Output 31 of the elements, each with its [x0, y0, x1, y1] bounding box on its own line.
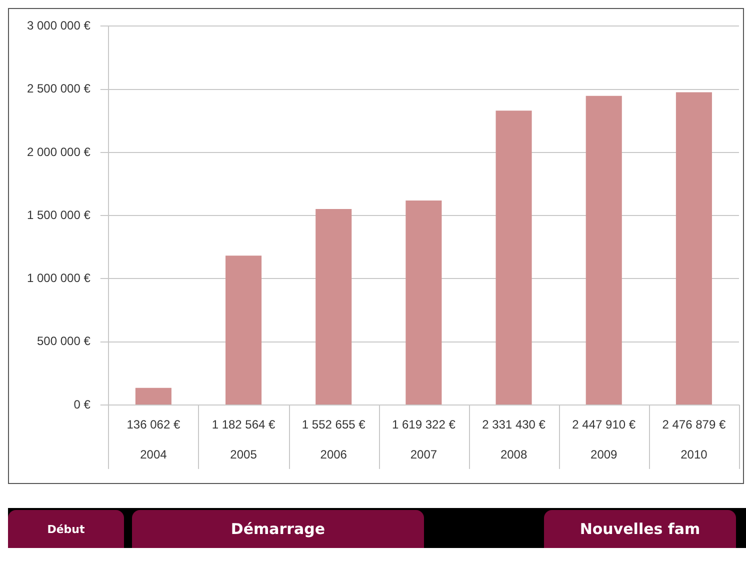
- y-tick-label: 3 000 000 €: [26, 18, 91, 33]
- x-tick-label: 2008: [500, 447, 528, 462]
- x-tick-label: 2004: [140, 447, 168, 462]
- x-tick-label: 2005: [230, 447, 258, 462]
- bar: [586, 96, 622, 404]
- data-label: 1 552 655 €: [302, 417, 366, 432]
- bar: [676, 92, 712, 404]
- text: Démarrage: [132, 510, 424, 548]
- y-tick-label: 0 €: [74, 397, 91, 412]
- bar: [316, 208, 352, 404]
- x-tick-label: 2009: [590, 447, 618, 462]
- text: Nouvelles fam: [544, 510, 736, 548]
- y-tick-label: 1 000 000 €: [26, 271, 91, 286]
- y-tick-label: 2 000 000 €: [26, 144, 91, 159]
- data-label: 2 447 910 €: [572, 417, 636, 432]
- y-tick-label: 500 000 €: [37, 334, 91, 348]
- y-tick-label: 1 500 000 €: [26, 208, 91, 222]
- data-label: 2 476 879 €: [662, 417, 726, 432]
- y-tick-label: 2 500 000 €: [26, 82, 91, 96]
- bar: [406, 200, 442, 404]
- data-label: 2 331 430 €: [482, 417, 546, 432]
- text: Début: [8, 510, 124, 548]
- bar: [226, 256, 262, 404]
- data-label: 136 062 €: [126, 417, 180, 432]
- x-tick-label: 2010: [680, 447, 708, 462]
- data-label: 1 182 564 €: [212, 417, 276, 432]
- data-label: 1 619 322 €: [392, 417, 456, 432]
- x-tick-label: 2007: [410, 447, 438, 462]
- bar: [496, 110, 532, 404]
- x-tick-label: 2006: [320, 447, 348, 462]
- bar: [135, 388, 172, 404]
